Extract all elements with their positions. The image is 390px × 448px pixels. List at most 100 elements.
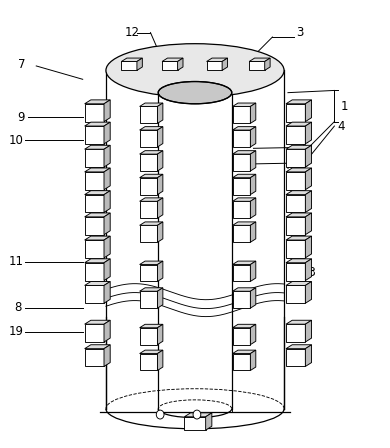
Polygon shape (104, 236, 110, 258)
Polygon shape (207, 61, 222, 70)
Text: 12: 12 (124, 26, 140, 39)
Polygon shape (158, 174, 163, 194)
Polygon shape (184, 413, 212, 417)
Polygon shape (232, 222, 256, 225)
Polygon shape (158, 222, 163, 242)
Text: 13: 13 (301, 267, 316, 280)
Polygon shape (140, 225, 158, 242)
Polygon shape (286, 236, 312, 240)
Text: 5: 5 (301, 156, 309, 169)
Text: 11: 11 (9, 255, 24, 268)
Polygon shape (249, 58, 270, 61)
Polygon shape (286, 100, 312, 104)
Polygon shape (158, 198, 163, 218)
Polygon shape (85, 240, 104, 258)
Polygon shape (305, 213, 312, 235)
Polygon shape (162, 61, 177, 70)
Polygon shape (305, 122, 312, 144)
Polygon shape (207, 58, 227, 61)
Text: 7: 7 (18, 58, 25, 71)
Polygon shape (184, 417, 206, 430)
Polygon shape (250, 103, 256, 123)
Polygon shape (104, 259, 110, 280)
Polygon shape (140, 291, 158, 308)
Polygon shape (85, 320, 110, 324)
Polygon shape (158, 288, 163, 308)
Polygon shape (305, 345, 312, 366)
Polygon shape (104, 168, 110, 190)
Polygon shape (140, 324, 163, 328)
Polygon shape (232, 261, 256, 264)
Polygon shape (232, 353, 250, 370)
Polygon shape (232, 130, 250, 147)
Polygon shape (85, 194, 104, 212)
Polygon shape (232, 103, 256, 107)
Polygon shape (265, 58, 270, 70)
Polygon shape (250, 127, 256, 147)
Text: 6: 6 (301, 141, 309, 154)
Polygon shape (85, 168, 110, 172)
Polygon shape (222, 58, 227, 70)
Polygon shape (104, 345, 110, 366)
Polygon shape (140, 264, 158, 281)
Polygon shape (85, 349, 104, 366)
Polygon shape (104, 191, 110, 212)
Polygon shape (158, 324, 163, 345)
Polygon shape (286, 104, 305, 121)
Polygon shape (232, 288, 256, 291)
Polygon shape (232, 201, 250, 218)
Polygon shape (158, 127, 163, 147)
Polygon shape (250, 151, 256, 171)
Circle shape (156, 410, 164, 419)
Polygon shape (232, 174, 256, 178)
Polygon shape (104, 145, 110, 167)
Polygon shape (140, 103, 163, 107)
Polygon shape (104, 100, 110, 121)
Polygon shape (249, 61, 265, 70)
Polygon shape (232, 107, 250, 123)
Polygon shape (140, 107, 158, 123)
Text: 3: 3 (296, 26, 303, 39)
Polygon shape (162, 58, 183, 61)
Polygon shape (140, 174, 163, 178)
Polygon shape (140, 198, 163, 201)
Polygon shape (286, 259, 312, 263)
Polygon shape (250, 222, 256, 242)
Polygon shape (140, 151, 163, 154)
Polygon shape (85, 281, 110, 285)
Polygon shape (140, 222, 163, 225)
Polygon shape (286, 145, 312, 149)
Polygon shape (232, 264, 250, 281)
Polygon shape (85, 236, 110, 240)
Polygon shape (104, 122, 110, 144)
Polygon shape (85, 172, 104, 190)
Polygon shape (85, 345, 110, 349)
Polygon shape (206, 413, 212, 430)
Polygon shape (232, 151, 256, 154)
Polygon shape (140, 130, 158, 147)
Polygon shape (85, 217, 104, 235)
Polygon shape (104, 213, 110, 235)
Polygon shape (158, 151, 163, 171)
Polygon shape (85, 100, 110, 104)
Polygon shape (250, 174, 256, 194)
Text: 19: 19 (9, 325, 24, 338)
Polygon shape (232, 178, 250, 194)
Polygon shape (104, 320, 110, 342)
Circle shape (193, 410, 201, 419)
Polygon shape (85, 285, 104, 303)
Polygon shape (286, 240, 305, 258)
Polygon shape (140, 201, 158, 218)
Polygon shape (286, 194, 305, 212)
Text: 1: 1 (340, 99, 348, 112)
Polygon shape (286, 217, 305, 235)
Polygon shape (286, 168, 312, 172)
Polygon shape (140, 350, 163, 353)
Polygon shape (286, 345, 312, 349)
Polygon shape (140, 288, 163, 291)
Polygon shape (286, 320, 312, 324)
Polygon shape (85, 149, 104, 167)
Polygon shape (286, 213, 312, 217)
Polygon shape (232, 291, 250, 308)
Polygon shape (305, 236, 312, 258)
